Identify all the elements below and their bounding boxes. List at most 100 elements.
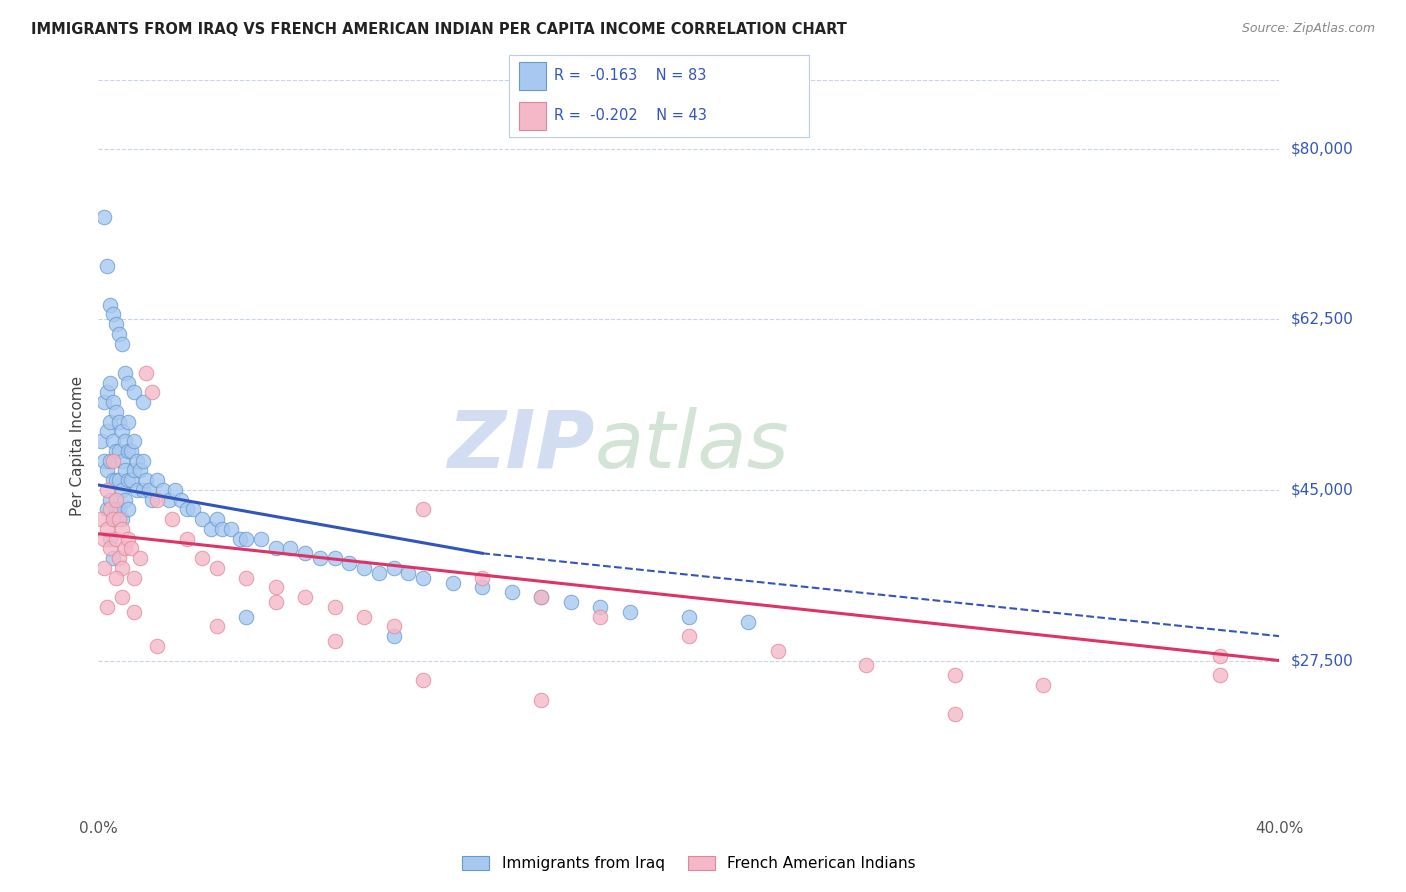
Point [132, 395, 155, 409]
Point [138, 483, 160, 497]
Point [103, 307, 125, 321]
Point [135, 366, 157, 380]
Point [111, 512, 134, 526]
Point [264, 581, 287, 595]
Point [122, 571, 145, 585]
Point [278, 541, 302, 556]
Point [205, 512, 228, 526]
Point [98, 297, 121, 311]
Text: atlas: atlas [595, 407, 789, 485]
Point [120, 541, 142, 556]
Text: $80,000: $80,000 [1291, 141, 1354, 156]
Point [132, 453, 155, 467]
Point [114, 366, 136, 380]
Point [103, 434, 125, 449]
Text: $27,500: $27,500 [1291, 653, 1354, 668]
Point [205, 561, 228, 575]
Point [98, 541, 121, 556]
Text: R =  -0.202    N = 43: R = -0.202 N = 43 [554, 108, 707, 123]
Point [111, 522, 134, 536]
Point [382, 561, 405, 575]
Point [205, 619, 228, 633]
Point [122, 463, 145, 477]
Point [114, 434, 136, 449]
Point [122, 385, 145, 400]
Point [191, 551, 214, 566]
Text: IMMIGRANTS FROM IRAQ VS FRENCH AMERICAN INDIAN PER CAPITA INCOME CORRELATION CHA: IMMIGRANTS FROM IRAQ VS FRENCH AMERICAN … [31, 22, 846, 37]
Point [530, 590, 553, 604]
Point [103, 512, 125, 526]
Point [105, 317, 128, 331]
Point [766, 644, 789, 658]
Point [108, 502, 131, 516]
Point [96, 502, 118, 516]
Point [122, 605, 145, 619]
Point [441, 575, 464, 590]
Point [98, 453, 121, 467]
Point [103, 473, 125, 487]
Point [111, 453, 134, 467]
FancyBboxPatch shape [519, 62, 547, 90]
Point [105, 473, 128, 487]
Text: Source: ZipAtlas.com: Source: ZipAtlas.com [1241, 22, 1375, 36]
Point [105, 492, 128, 507]
Point [176, 502, 198, 516]
FancyBboxPatch shape [519, 102, 547, 130]
Point [323, 551, 346, 566]
Point [309, 551, 332, 566]
Point [382, 619, 405, 633]
Point [105, 532, 128, 546]
Point [105, 502, 128, 516]
Point [93, 453, 115, 467]
Point [855, 658, 877, 673]
Point [170, 492, 193, 507]
Point [120, 443, 142, 458]
Point [103, 512, 125, 526]
Point [96, 599, 118, 614]
Point [501, 585, 523, 599]
Point [1209, 668, 1232, 682]
Point [589, 599, 612, 614]
Point [117, 502, 139, 516]
Point [678, 629, 700, 643]
Point [141, 385, 163, 400]
Point [117, 443, 139, 458]
Point [264, 595, 287, 609]
Point [229, 532, 252, 546]
Point [337, 556, 360, 570]
Point [530, 692, 553, 706]
Point [111, 590, 134, 604]
Point [98, 415, 121, 429]
Point [471, 571, 494, 585]
Legend: Immigrants from Iraq, French American Indians: Immigrants from Iraq, French American In… [456, 849, 922, 877]
Point [96, 425, 118, 439]
Point [93, 210, 115, 224]
Point [105, 405, 128, 419]
Point [128, 463, 150, 477]
Point [157, 492, 180, 507]
Point [146, 492, 169, 507]
Point [211, 522, 233, 536]
Point [125, 453, 148, 467]
Point [117, 376, 139, 390]
Point [589, 609, 612, 624]
Point [108, 443, 131, 458]
Point [943, 707, 966, 722]
Point [90, 512, 112, 526]
Point [235, 571, 257, 585]
Point [96, 522, 118, 536]
Point [108, 473, 131, 487]
Point [111, 483, 134, 497]
Point [93, 532, 115, 546]
Point [200, 522, 222, 536]
Point [117, 415, 139, 429]
Point [146, 639, 169, 653]
Point [132, 483, 155, 497]
Point [191, 512, 214, 526]
Point [120, 473, 142, 487]
Point [117, 532, 139, 546]
Point [250, 532, 273, 546]
Point [737, 615, 759, 629]
Y-axis label: Per Capita Income: Per Capita Income [69, 376, 84, 516]
Point [96, 385, 118, 400]
